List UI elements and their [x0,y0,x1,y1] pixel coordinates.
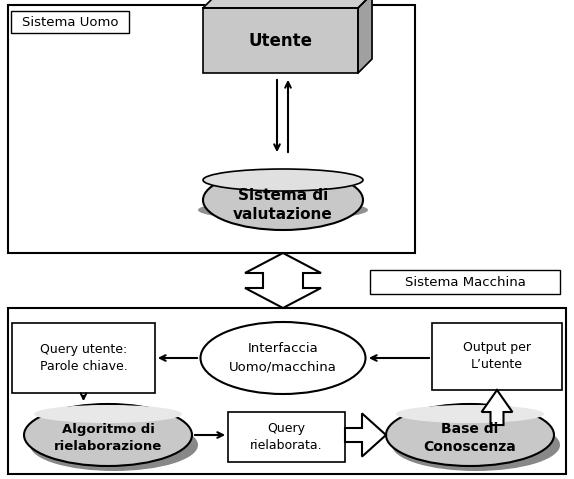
Ellipse shape [386,404,554,466]
Ellipse shape [24,404,192,466]
Ellipse shape [203,169,363,191]
Bar [228,412,345,462]
Ellipse shape [396,405,544,423]
Text: Interfaccia
Uomo/macchina: Interfaccia Uomo/macchina [229,342,337,374]
Bar [203,8,358,73]
Polygon shape [482,390,513,425]
Text: Sistema di
valutazione: Sistema di valutazione [233,188,333,222]
Bar [11,11,129,33]
Text: Base di
Conoscenza: Base di Conoscenza [424,422,517,454]
Polygon shape [245,253,321,308]
Bar [432,323,562,390]
Ellipse shape [200,322,366,394]
Ellipse shape [198,200,368,220]
Bar [370,270,560,294]
Polygon shape [345,413,386,456]
Text: Sistema Uomo: Sistema Uomo [22,15,118,28]
Ellipse shape [30,419,198,471]
Text: Utente: Utente [249,32,312,49]
Ellipse shape [34,405,182,423]
Text: Query
rielaborata.: Query rielaborata. [250,422,323,452]
Bar [8,5,415,253]
Ellipse shape [203,170,363,230]
Text: Sistema Macchina: Sistema Macchina [405,275,525,288]
Polygon shape [358,0,372,73]
Text: Output per
L’utente: Output per L’utente [463,342,531,372]
Bar [12,323,155,393]
Text: Algoritmo di
rielaborazione: Algoritmo di rielaborazione [54,423,162,453]
Bar [8,308,566,474]
Text: Query utente:
Parole chiave.: Query utente: Parole chiave. [40,343,127,373]
Ellipse shape [392,419,560,471]
Polygon shape [203,0,372,8]
